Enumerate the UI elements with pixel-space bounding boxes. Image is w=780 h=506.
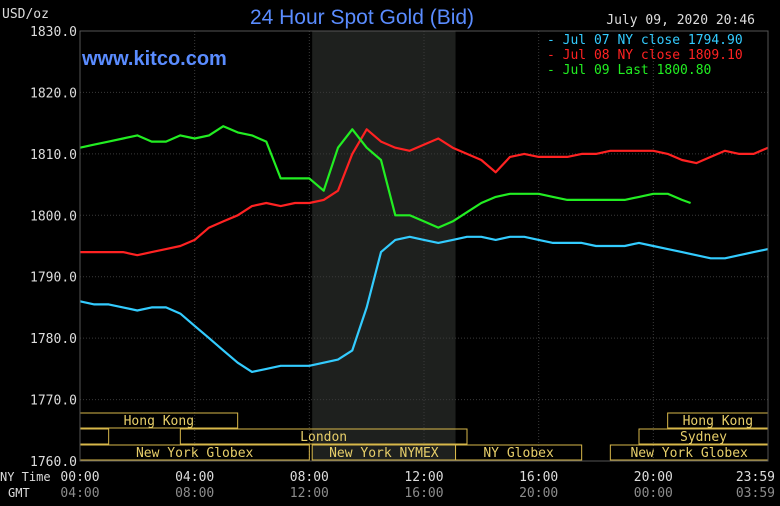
y-tick-label: 1790.0 xyxy=(30,271,77,286)
gmt-tick-label: 00:00 xyxy=(634,486,673,501)
gmt-tick-label: 16:00 xyxy=(404,486,443,501)
legend-entry: - Jul 08 NY close 1809.10 xyxy=(547,48,743,63)
session-label: Sydney xyxy=(680,430,727,445)
gmt-tick-label: 08:00 xyxy=(175,486,214,501)
nymex-shaded-region xyxy=(312,31,456,461)
ny-time-tick-label: 20:00 xyxy=(634,470,673,485)
chart-timestamp: July 09, 2020 20:46 xyxy=(606,13,755,28)
session-label: Hong Kong xyxy=(683,414,753,429)
session-label: New York Globex xyxy=(630,446,748,461)
session-box xyxy=(179,428,468,445)
y-tick-label: 1770.0 xyxy=(30,394,77,409)
session-box xyxy=(455,444,583,461)
session-label: London xyxy=(300,430,347,445)
legend: - Jul 07 NY close 1794.90- Jul 08 NY clo… xyxy=(547,33,743,78)
ny-time-label: NY Time xyxy=(0,470,51,484)
ny-time-tick-label: 12:00 xyxy=(404,470,443,485)
y-axis: 1830.0 1820.0 1810.0 1800.0 1790.0 1780.0 1770… xyxy=(30,25,77,470)
y-tick-label: 1780.0 xyxy=(30,332,77,347)
gmt-tick-label: 20:00 xyxy=(519,486,558,501)
session-label: NY Globex xyxy=(483,446,554,461)
y-axis-unit-label: USD/oz xyxy=(2,7,49,22)
chart-title: 24 Hour Spot Gold (Bid) xyxy=(250,6,474,29)
gmt-tick-label: 12:00 xyxy=(290,486,329,501)
ny-time-tick-label: 04:00 xyxy=(175,470,214,485)
ny-time-tick-label: 08:00 xyxy=(290,470,329,485)
ny-time-tick-label: 23:59 xyxy=(736,470,775,485)
session-label: New York Globex xyxy=(136,446,254,461)
kitco-watermark: www.kitco.com xyxy=(81,48,227,70)
y-tick-label: 1830.0 xyxy=(30,25,77,40)
ny-time-tick-label: 16:00 xyxy=(519,470,558,485)
jul-09-series-line xyxy=(79,125,691,229)
plot-frame xyxy=(79,30,769,462)
ny-time-tick-label: 00:00 xyxy=(60,470,99,485)
y-tick-label: 1760.0 xyxy=(30,455,77,470)
y-tick-label: 1800.0 xyxy=(30,209,77,224)
price-series xyxy=(79,125,769,373)
y-tick-label: 1820.0 xyxy=(30,86,77,101)
jul-08-series-line xyxy=(80,128,769,257)
jul-07-series-line xyxy=(79,235,769,373)
gmt-tick-label: 04:00 xyxy=(60,486,99,501)
legend-entry: - Jul 09 Last 1800.80 xyxy=(547,63,711,78)
legend-entry: - Jul 07 NY close 1794.90 xyxy=(547,33,743,48)
gmt-tick-label: 03:59 xyxy=(736,486,775,501)
session-label: New York NYMEX xyxy=(329,446,439,461)
session-label: Hong Kong xyxy=(124,414,194,429)
y-tick-label: 1810.0 xyxy=(30,148,77,163)
gmt-label: GMT xyxy=(8,486,30,500)
